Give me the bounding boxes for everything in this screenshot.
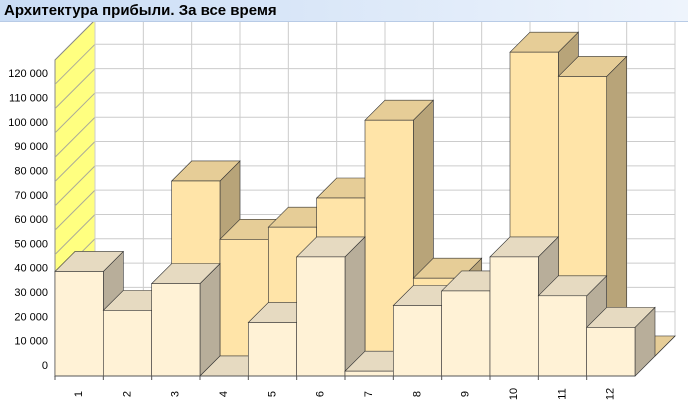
y-tick-label: 120 000 xyxy=(8,68,48,80)
grid-line xyxy=(54,116,96,158)
x-tick-label: 3 xyxy=(170,391,182,397)
grid-line xyxy=(54,68,96,109)
y-tick-label: 50 000 xyxy=(14,238,48,250)
x-tick-label: 11 xyxy=(556,388,568,399)
x-tick-label: 4 xyxy=(218,391,230,397)
grid-line xyxy=(54,141,96,182)
y-tick-label: 100 000 xyxy=(8,117,48,129)
bar xyxy=(586,327,636,377)
header: Архитектура прибыли. За все время xyxy=(0,0,688,22)
x-tick-label: 9 xyxy=(460,391,472,397)
bar xyxy=(103,310,152,377)
grid-line xyxy=(54,43,96,85)
bar xyxy=(54,271,104,377)
y-tick-label: 80 000 xyxy=(14,165,48,177)
bar xyxy=(344,370,394,377)
y-tick-label: 20 000 xyxy=(14,311,48,323)
grid-line xyxy=(54,92,96,134)
y-tick-label: 90 000 xyxy=(14,141,48,153)
chart-title: Архитектура прибыли. За все время xyxy=(4,2,277,19)
bar xyxy=(151,283,201,377)
x-tick-label: 6 xyxy=(315,391,327,397)
x-tick-label: 5 xyxy=(266,391,278,397)
bar xyxy=(393,305,442,377)
y-tick-label: 40 000 xyxy=(14,263,48,275)
bar xyxy=(248,322,297,377)
y-tick-label: 10 000 xyxy=(14,336,48,348)
bar xyxy=(296,256,346,377)
bar xyxy=(489,256,539,377)
x-tick-label: 12 xyxy=(605,388,617,400)
y-tick-label: 110 000 xyxy=(9,93,48,105)
x-tick-label: 8 xyxy=(411,391,423,397)
grid-line xyxy=(54,214,96,255)
grid-line xyxy=(54,165,96,207)
bar xyxy=(538,295,587,377)
bar xyxy=(441,290,491,377)
y-tick-label: 30 000 xyxy=(14,287,48,299)
x-tick-label: 10 xyxy=(508,388,520,400)
y-tick-label: 60 000 xyxy=(14,214,48,226)
grid-line xyxy=(54,189,96,231)
x-tick-label: 1 xyxy=(73,391,85,397)
y-tick-label: 0 xyxy=(42,360,48,372)
x-tick-label: 2 xyxy=(121,391,133,397)
y-tick-label: 70 000 xyxy=(14,190,48,202)
x-tick-label: 7 xyxy=(363,391,375,397)
